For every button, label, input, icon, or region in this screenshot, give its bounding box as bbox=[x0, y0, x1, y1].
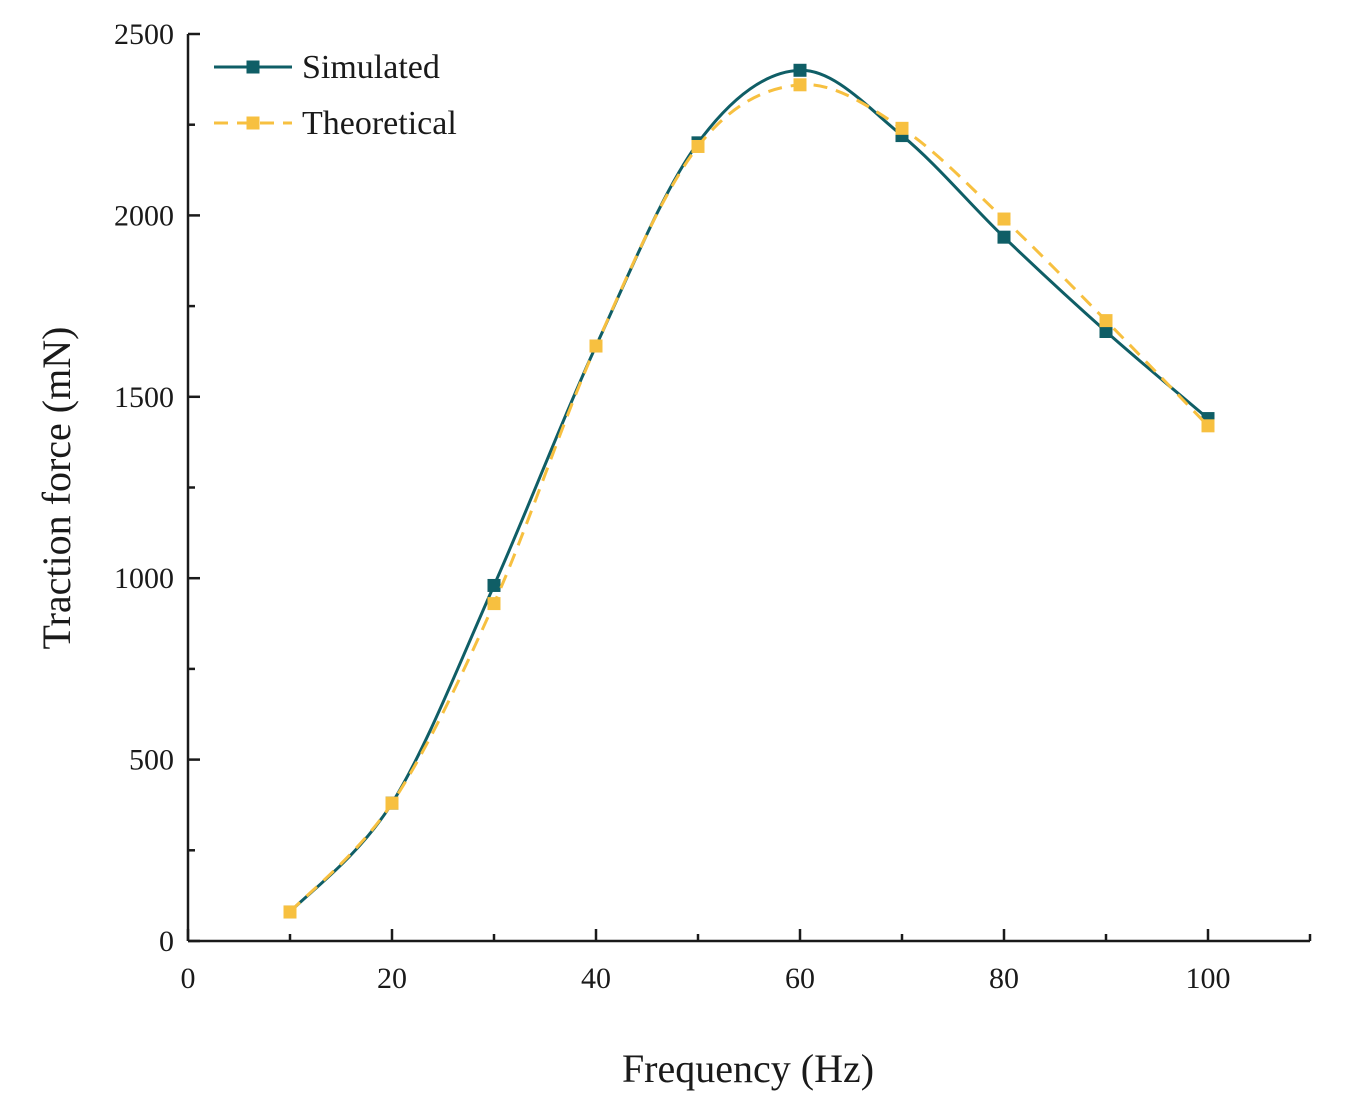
x-tick-label: 40 bbox=[581, 962, 611, 995]
data-point-simulated bbox=[487, 578, 501, 592]
legend: Simulated Theoretical bbox=[214, 49, 457, 142]
y-tick-label: 2500 bbox=[114, 18, 174, 51]
y-tick-label: 500 bbox=[129, 744, 174, 777]
legend-item-simulated: Simulated bbox=[214, 49, 440, 86]
y-tick-label: 1000 bbox=[114, 562, 174, 595]
x-tick-label: 0 bbox=[181, 962, 196, 995]
data-point-theoretical bbox=[997, 212, 1011, 226]
data-point-simulated bbox=[793, 63, 807, 77]
series-theoretical bbox=[283, 78, 1215, 919]
legend-item-theoretical: Theoretical bbox=[214, 105, 457, 142]
y-tick-label: 1500 bbox=[114, 381, 174, 414]
x-tick-label: 80 bbox=[989, 962, 1019, 995]
data-point-theoretical bbox=[487, 597, 501, 611]
data-point-simulated bbox=[997, 230, 1011, 244]
legend-label-simulated: Simulated bbox=[302, 49, 440, 86]
series-line-simulated bbox=[288, 68, 1209, 914]
data-point-theoretical bbox=[1201, 419, 1215, 433]
data-point-theoretical bbox=[283, 905, 297, 919]
x-tick-label: 100 bbox=[1186, 962, 1231, 995]
legend-label-theoretical: Theoretical bbox=[302, 105, 457, 142]
y-axis-title: Traction force (mN) bbox=[34, 327, 79, 650]
legend-marker-theoretical bbox=[246, 116, 260, 130]
x-tick-label: 60 bbox=[785, 962, 815, 995]
x-tick-label: 20 bbox=[377, 962, 407, 995]
series-simulated bbox=[283, 63, 1215, 919]
data-point-theoretical bbox=[691, 139, 705, 153]
data-point-theoretical bbox=[589, 339, 603, 353]
data-point-theoretical bbox=[385, 796, 399, 810]
y-tick-label: 0 bbox=[159, 925, 174, 958]
series-line-theoretical bbox=[288, 83, 1210, 914]
series-layer bbox=[283, 63, 1215, 919]
data-point-theoretical bbox=[793, 78, 807, 92]
x-axis-title: Frequency (Hz) bbox=[622, 1046, 874, 1091]
data-point-theoretical bbox=[1099, 314, 1113, 328]
data-point-simulated bbox=[1099, 324, 1113, 338]
y-tick-label: 2000 bbox=[114, 199, 174, 232]
legend-marker-simulated bbox=[246, 60, 260, 74]
data-point-theoretical bbox=[895, 121, 909, 135]
